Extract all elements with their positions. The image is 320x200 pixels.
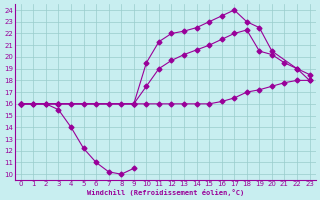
X-axis label: Windchill (Refroidissement éolien,°C): Windchill (Refroidissement éolien,°C) — [87, 189, 244, 196]
